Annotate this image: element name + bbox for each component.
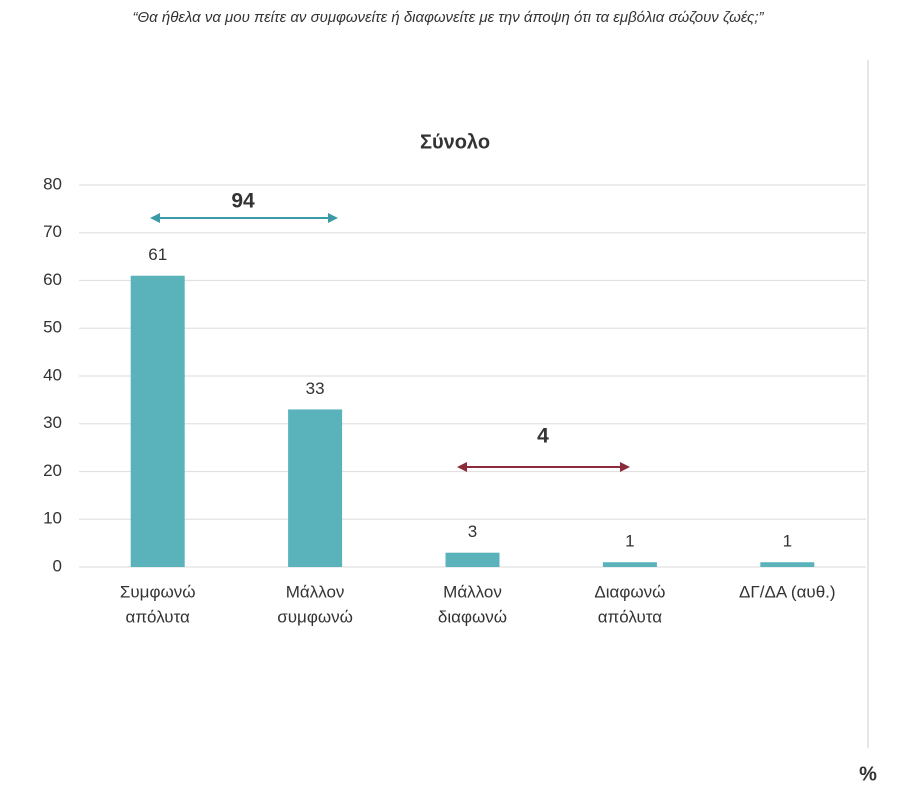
- x-tick-label: απόλυτα: [126, 607, 191, 626]
- y-tick-label: 30: [43, 413, 62, 432]
- y-tick-label: 40: [43, 365, 62, 384]
- chart-title: Σύνολο: [420, 131, 490, 153]
- bar: [602, 562, 657, 567]
- chart-subtitle: “Θα ήθελα να μου πείτε αν συμφωνείτε ή δ…: [132, 9, 764, 26]
- y-tick-label: 80: [43, 174, 62, 193]
- bar: [760, 562, 815, 567]
- x-tick-label: Μάλλον: [286, 582, 345, 601]
- x-tick-label: ΔΓ/ΔΑ (αυθ.): [739, 582, 836, 601]
- x-tick-label: Μάλλον: [443, 582, 502, 601]
- value-label: 33: [306, 379, 325, 398]
- bar: [288, 409, 343, 567]
- bar: [445, 552, 500, 567]
- bar: [130, 275, 185, 567]
- y-tick-label: 20: [43, 461, 62, 480]
- y-tick-label: 50: [43, 318, 62, 337]
- y-tick-label: 10: [43, 509, 62, 528]
- unit-label: %: [859, 763, 877, 785]
- value-label: 1: [625, 532, 634, 551]
- annotation-label: 94: [231, 190, 255, 213]
- value-label: 61: [148, 245, 167, 264]
- y-tick-label: 0: [53, 556, 62, 575]
- y-tick-label: 60: [43, 270, 62, 289]
- x-tick-label: Διαφωνώ: [594, 582, 665, 601]
- value-label: 1: [783, 532, 792, 551]
- y-tick-label: 70: [43, 222, 62, 241]
- x-tick-label: απόλυτα: [598, 607, 663, 626]
- x-tick-label: συμφωνώ: [277, 607, 353, 626]
- value-label: 3: [468, 522, 477, 541]
- x-tick-label: διαφωνώ: [438, 607, 507, 626]
- x-tick-label: Συμφωνώ: [120, 582, 196, 601]
- annotation-label: 4: [537, 425, 549, 448]
